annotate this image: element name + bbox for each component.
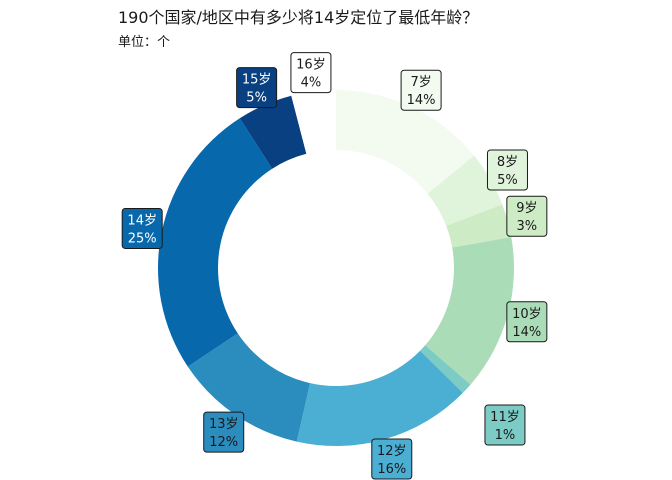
chart-subtitle: 单位：个 [118,35,171,50]
slice-label-box [506,301,548,343]
slice-label-box [484,404,526,446]
slice-value-label: 16% [377,462,406,477]
slice-category-label: 16岁 [296,58,326,73]
slice-category-label: 8岁 [497,155,518,170]
slice-value-label: 5% [246,91,267,106]
donut-slice-14 [158,118,273,367]
slice-value-label: 4% [301,76,322,91]
slice-label-box [486,149,528,191]
slice-label-box [506,195,548,237]
slice-layer [158,90,514,446]
slice-value-label: 1% [495,428,516,443]
slice-label-8: 8岁5% [486,149,528,191]
slice-label-9: 9岁3% [506,195,548,237]
slice-label-box [203,411,245,453]
chart-title: 190个国家/地区中有多少将14岁定位了最低年龄？ [118,8,479,27]
slice-category-label: 9岁 [516,201,537,216]
slice-value-label: 3% [517,219,538,234]
donut-slice-15 [239,95,307,169]
slice-category-label: 14岁 [127,213,157,228]
slice-value-label: 12% [209,435,238,450]
slice-category-label: 13岁 [209,417,239,432]
donut-slice-11 [420,345,471,393]
slice-value-label: 25% [128,231,157,246]
slice-label-box [236,67,278,109]
label-layer: 7岁14%8岁5%9岁3%10岁14%11岁1%12岁16%13岁12%14岁2… [121,52,548,480]
slice-category-label: 7岁 [410,75,431,90]
donut-slice-8 [427,155,503,226]
slice-label-box [290,52,332,94]
slice-value-label: 14% [407,93,436,108]
slice-category-label: 10岁 [512,307,542,322]
donut-slice-10 [425,237,514,385]
donut-slice-9 [446,204,512,248]
slice-category-label: 11岁 [490,410,520,425]
slice-label-box [121,207,163,249]
slice-label-box [400,69,442,111]
donut-slice-12 [296,350,463,446]
slice-category-label: 15岁 [242,73,272,88]
slice-value-label: 14% [512,325,541,340]
slice-category-label: 12岁 [377,444,407,459]
donut-slice-13 [187,333,311,442]
slice-value-label: 5% [497,173,518,188]
slice-label-box [371,438,413,480]
donut-slice-16 [291,90,336,154]
donut-slice-7 [336,90,475,194]
